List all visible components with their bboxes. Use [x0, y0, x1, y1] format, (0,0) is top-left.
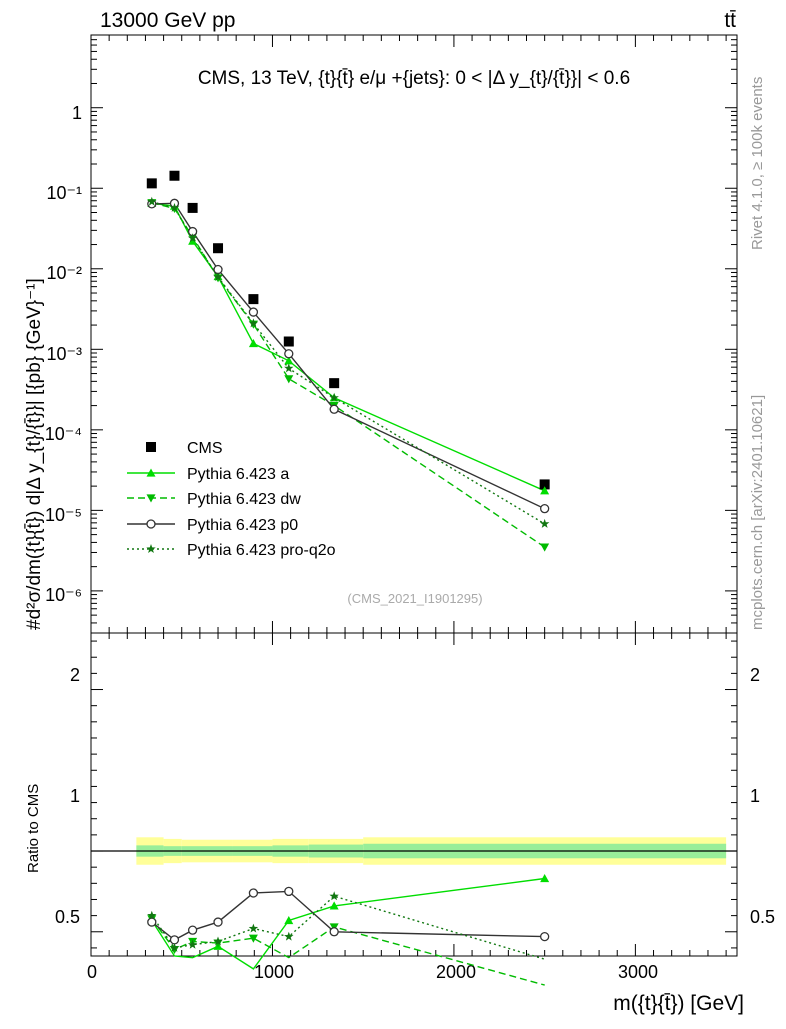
legend-label-cms: CMS — [187, 440, 223, 457]
ratio-y-tick: 1 — [70, 786, 80, 806]
ratio-frame — [90, 632, 738, 957]
ratio-point-p0 — [248, 888, 259, 898]
ratio-point-q2o — [187, 939, 198, 949]
main-point-cms — [213, 243, 224, 254]
main-point-cms — [283, 336, 294, 347]
rivet-label: Rivet 4.1.0, ≥ 100k events — [749, 77, 766, 250]
main-point-dw — [540, 543, 550, 552]
x-tick: 2000 — [436, 962, 476, 982]
ratio-y-tick-right: 1 — [750, 786, 760, 806]
legend-label-a: Pythia 6.423 a — [187, 466, 289, 483]
ratio-point-a — [284, 915, 294, 925]
main-point-p0 — [284, 349, 294, 359]
ratio-point-q2o — [213, 936, 223, 946]
main-point-q2o — [539, 518, 550, 528]
main-point-cms — [187, 202, 198, 213]
main-y-tick-labels: 10⁻⁶ 10⁻⁵ 10⁻⁴ 10⁻³ 10⁻² 10⁻¹ 1 — [45, 103, 82, 605]
legend: CMS Pythia 6.423 a Pythia 6.423 dw Pythi… — [187, 440, 336, 559]
main-y-tick: 10⁻⁶ — [45, 585, 82, 605]
ratio-line-dw — [151, 918, 545, 986]
main-line-q2o — [151, 201, 546, 525]
ratio-line-p0 — [151, 890, 545, 941]
main-y-tick: 10⁻² — [46, 263, 82, 283]
legend-marker-cms — [146, 442, 156, 452]
main-point-q2o — [329, 392, 339, 402]
ratio-point-a — [540, 873, 550, 883]
ratio-y-tick-labels: 0.5 1 2 0.5 1 2 — [55, 665, 775, 927]
main-point-q2o — [213, 272, 223, 281]
main-line-p0 — [151, 202, 545, 510]
ratio-point-dw — [248, 934, 258, 943]
ratio-point-q2o — [169, 943, 180, 952]
main-point-cms — [169, 170, 180, 181]
ratio-point-p0 — [187, 925, 198, 935]
legend-marker-dw — [146, 494, 156, 503]
legend-label-p0: Pythia 6.423 p0 — [187, 517, 298, 534]
chart-marks — [90, 34, 737, 986]
main-point-cms — [146, 178, 157, 189]
header-right: tt̄ — [724, 9, 736, 32]
ratio-point-q2o — [248, 923, 259, 933]
x-tick: 1000 — [254, 962, 294, 982]
mcplots-label: mcplots.cern.ch [arXiv:2401.10621] — [749, 395, 766, 630]
ratio-y-tick-right: 0.5 — [750, 907, 775, 927]
main-point-q2o — [187, 233, 198, 243]
ratio-point-q2o — [329, 891, 339, 901]
main-y-tick: 10⁻⁵ — [45, 505, 82, 525]
legend-marker-p0 — [146, 519, 156, 529]
ratio-point-a — [329, 901, 339, 910]
ratio-point-p0 — [284, 886, 294, 897]
main-point-cms — [539, 479, 550, 490]
ratio-y-tick: 2 — [70, 665, 80, 685]
ratio-point-q2o — [284, 931, 294, 941]
main-title: CMS, 13 TeV, {t}{t̄} e/μ +{jets}: 0 < |Δ… — [198, 68, 630, 89]
main-point-dw — [284, 375, 294, 384]
ratio-point-p0 — [540, 931, 550, 942]
legend-label-dw: Pythia 6.423 dw — [187, 491, 301, 508]
main-point-a — [284, 356, 294, 365]
main-y-tick: 1 — [72, 103, 82, 123]
main-y-tick: 10⁻¹ — [46, 183, 82, 203]
main-point-q2o — [169, 203, 180, 212]
main-ylabel: #d²σ/dm({t}{t̄}) d|Δ y_{t}/{t̄}}| [{pb} … — [24, 278, 45, 630]
x-axis-label: m({t}{t̄}) [GeV] — [613, 992, 744, 1015]
main-point-q2o — [248, 318, 259, 328]
main-point-a — [540, 486, 550, 495]
main-point-a — [248, 339, 258, 348]
main-point-p0 — [248, 307, 259, 317]
ratio-point-p0 — [169, 935, 180, 945]
legend-label-q2o: Pythia 6.423 pro-q2o — [187, 542, 336, 559]
watermark: (CMS_2021_I1901295) — [347, 591, 482, 606]
main-point-cms — [329, 378, 340, 389]
header-left: 13000 GeV pp — [100, 9, 235, 32]
ratio-point-p0 — [213, 917, 223, 927]
main-y-tick: 10⁻³ — [46, 344, 82, 364]
ratio-ylabel: Ratio to CMS — [25, 784, 42, 873]
main-point-p0 — [540, 504, 550, 514]
main-point-cms — [248, 294, 259, 305]
ratio-point-p0 — [147, 917, 157, 927]
legend-marker-q2o — [146, 544, 156, 553]
main-point-p0 — [329, 404, 339, 414]
ratio-point-p0 — [329, 927, 339, 937]
x-tick-labels: 0 1000 2000 3000 — [87, 962, 658, 982]
ratio-y-tick-right: 2 — [750, 665, 760, 685]
main-point-q2o — [147, 196, 157, 206]
x-tick: 3000 — [618, 962, 658, 982]
main-y-tick: 10⁻⁴ — [45, 424, 82, 444]
ratio-line-a — [151, 877, 545, 970]
ratio-point-q2o — [147, 910, 157, 920]
ratio-y-tick: 0.5 — [55, 907, 80, 927]
x-tick: 0 — [87, 962, 97, 982]
legend-marker-a — [146, 468, 156, 477]
main-point-q2o — [284, 363, 294, 373]
